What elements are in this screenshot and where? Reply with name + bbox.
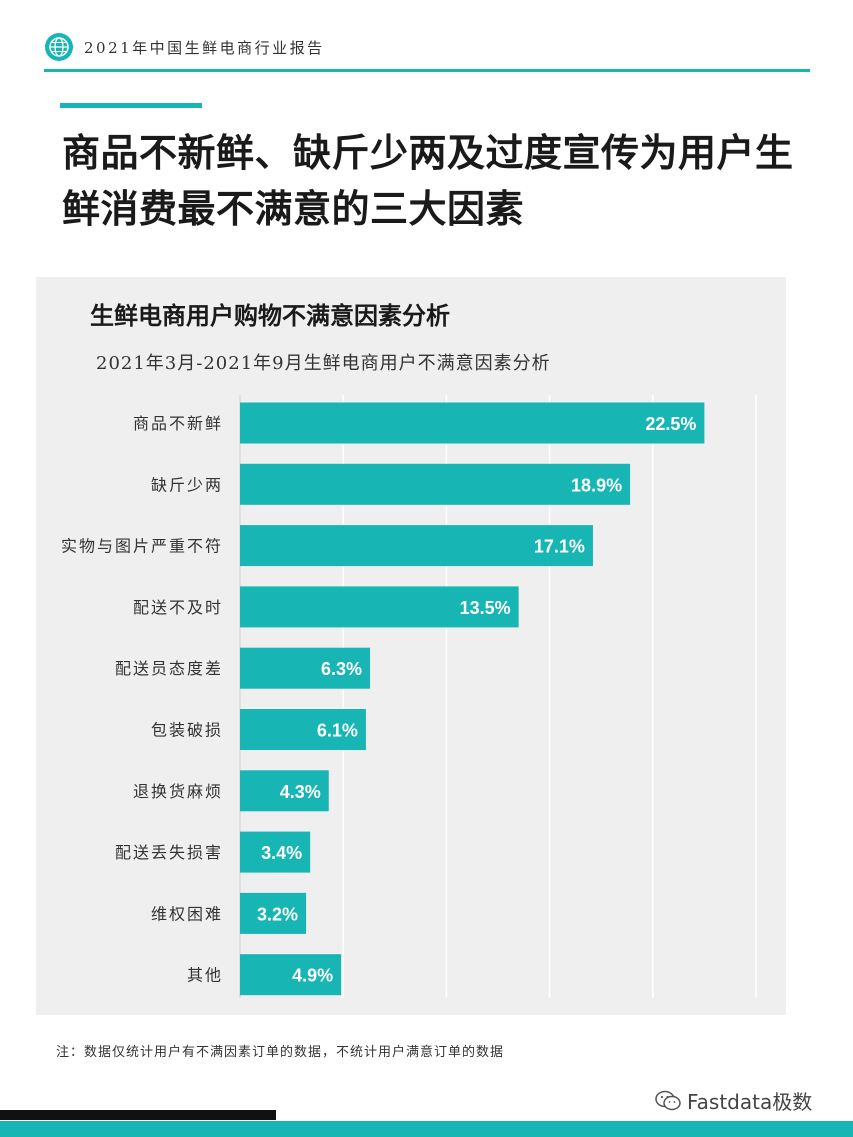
category-label: 实物与图片严重不符 <box>61 537 223 556</box>
category-label: 商品不新鲜 <box>133 414 223 433</box>
category-label: 配送不及时 <box>133 598 223 617</box>
category-label: 包装破损 <box>151 721 223 740</box>
wechat-icon <box>655 1090 681 1110</box>
bar <box>240 954 342 996</box>
value-label: 6.3% <box>321 659 362 679</box>
watermark: Fastdata极数 <box>655 1086 812 1115</box>
bar <box>240 709 366 750</box>
category-label: 配送员态度差 <box>115 659 223 678</box>
value-label: 4.3% <box>280 782 321 802</box>
header-divider <box>44 69 810 72</box>
value-label: 13.5% <box>460 598 511 618</box>
watermark-text: Fastdata极数 <box>687 1090 813 1114</box>
category-label: 其他 <box>187 966 223 985</box>
value-label: 18.9% <box>571 475 622 495</box>
category-label: 配送丢失损害 <box>115 843 223 862</box>
headline-accent-bar <box>60 103 202 108</box>
value-label: 22.5% <box>645 414 696 434</box>
bar <box>240 525 593 567</box>
chart-panel <box>36 277 786 1015</box>
globe-logo-icon <box>45 33 73 61</box>
report-title: 2021年中国生鲜电商行业报告 <box>84 39 325 57</box>
bar <box>240 892 307 934</box>
report-header: 2021年中国生鲜电商行业报告 <box>0 0 853 80</box>
headline: 商品不新鲜、缺斤少两及过度宣传为用户生 鲜消费最不满意的三大因素 <box>62 131 794 231</box>
bar <box>240 770 329 812</box>
footer-black-bar <box>0 1110 276 1120</box>
footnote: 注：数据仅统计用户有不满因素订单的数据，不统计用户满意订单的数据 <box>56 1045 505 1060</box>
value-label: 17.1% <box>534 537 585 557</box>
category-label: 退换货麻烦 <box>133 782 223 801</box>
chart-title: 生鲜电商用户购物不满意因素分析 <box>90 302 450 330</box>
value-label: 3.4% <box>261 843 302 863</box>
bar <box>240 831 311 873</box>
value-label: 3.2% <box>257 904 298 924</box>
bar <box>240 402 705 444</box>
chart-subtitle: 2021年3月-2021年9月生鲜电商用户不满意因素分析 <box>96 353 551 374</box>
category-label: 缺斤少两 <box>151 475 223 494</box>
bar <box>240 463 631 505</box>
category-label: 维权困难 <box>151 904 223 923</box>
value-label: 4.9% <box>292 966 333 986</box>
value-label: 6.1% <box>317 721 358 741</box>
bar <box>240 647 371 689</box>
bar <box>240 586 519 628</box>
footer-teal-bar <box>0 1121 853 1137</box>
